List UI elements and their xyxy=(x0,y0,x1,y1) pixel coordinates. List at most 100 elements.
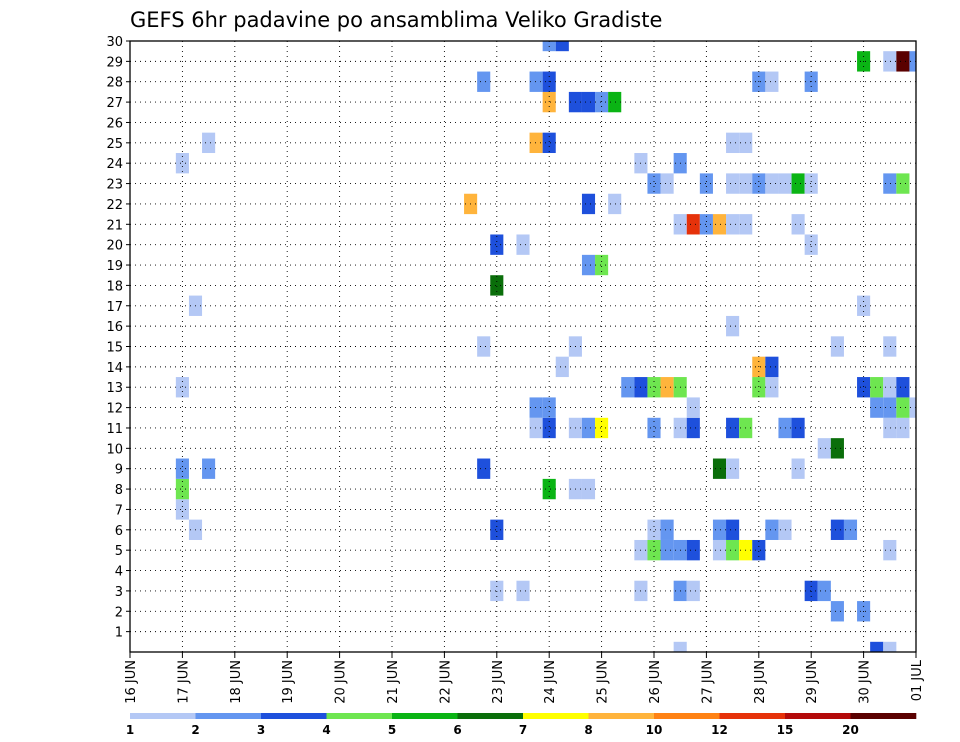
colorbar-swatch xyxy=(457,713,524,719)
precip-cell xyxy=(726,315,740,337)
precip-cell xyxy=(490,519,504,540)
colorbar-swatch xyxy=(654,713,720,719)
y-tick-label: 2 xyxy=(115,605,123,620)
precip-cell xyxy=(726,173,740,194)
precip-cell xyxy=(765,356,779,378)
precip-cell xyxy=(686,580,700,602)
precip-cell xyxy=(883,377,897,398)
x-tick-label: 25 JUN xyxy=(596,660,611,704)
precip-cell xyxy=(686,397,700,418)
precip-cell xyxy=(883,417,897,439)
colorbar-label: 2 xyxy=(191,723,199,737)
x-tick-label: 24 JUN xyxy=(543,660,558,704)
y-tick-label: 26 xyxy=(106,116,123,131)
precip-cell xyxy=(752,173,766,194)
x-tick-label: 22 JUN xyxy=(438,660,453,704)
y-tick-label: 20 xyxy=(106,239,123,254)
y-tick-label: 18 xyxy=(106,279,123,294)
y-tick-label: 30 xyxy=(106,35,123,50)
chart-title: GEFS 6hr padavine po ansamblima Veliko G… xyxy=(130,8,662,32)
colorbar-swatch xyxy=(719,713,786,719)
precip-cell xyxy=(529,71,543,92)
precip-cell xyxy=(896,417,910,439)
precip-cell xyxy=(830,336,844,357)
precip-cell xyxy=(712,214,727,235)
precip-cell xyxy=(765,519,779,540)
precip-cell xyxy=(883,173,897,194)
precip-cell xyxy=(595,417,609,439)
precip-cell xyxy=(883,397,897,418)
y-tick-label: 21 xyxy=(106,218,123,233)
precip-cell xyxy=(581,478,596,500)
plot-frame xyxy=(129,40,917,653)
precip-cell xyxy=(791,417,805,439)
precip-cell xyxy=(883,641,897,652)
x-tick-label: 29 JUN xyxy=(805,660,820,704)
colorbar-label: 1 xyxy=(126,723,134,737)
colorbar-swatch xyxy=(195,713,262,719)
precip-cell xyxy=(477,336,491,357)
y-tick-label: 9 xyxy=(115,463,123,478)
precip-cell xyxy=(542,132,556,154)
y-tick-label: 5 xyxy=(115,544,123,559)
y-tick-label: 13 xyxy=(106,381,123,396)
precip-cell xyxy=(791,173,805,194)
precip-cell xyxy=(699,214,713,235)
colorbar-swatch xyxy=(850,713,917,719)
y-tick-label: 25 xyxy=(106,137,123,152)
precip-cell xyxy=(647,519,661,540)
precip-cell xyxy=(857,295,871,316)
precip-cell xyxy=(686,417,700,439)
precip-cell xyxy=(870,377,884,398)
x-tick-label: 23 JUN xyxy=(491,660,506,704)
precip-cell xyxy=(202,458,216,479)
precip-cell xyxy=(712,539,727,561)
y-tick-label: 16 xyxy=(106,320,123,335)
precip-cell xyxy=(529,397,543,418)
colorbar-label: 5 xyxy=(388,723,396,737)
precip-cell xyxy=(595,91,609,113)
precip-cell xyxy=(581,254,596,276)
precip-cell xyxy=(647,417,661,439)
precip-cell xyxy=(647,173,661,194)
precip-cell xyxy=(804,173,818,194)
precip-cell xyxy=(712,458,727,479)
colorbar-swatch xyxy=(523,713,589,719)
precip-cell xyxy=(896,173,910,194)
precip-cell xyxy=(686,214,700,235)
precip-cell xyxy=(726,519,740,540)
colorbar-label: 15 xyxy=(777,723,794,737)
precip-cell xyxy=(896,51,910,72)
x-tick-label: 26 JUN xyxy=(648,660,663,704)
precip-cell xyxy=(830,519,844,540)
x-tick-label: 19 JUN xyxy=(281,660,296,704)
precip-cell xyxy=(175,458,189,479)
precip-cell xyxy=(608,193,622,215)
precip-cell xyxy=(490,234,504,255)
precip-cell xyxy=(555,356,569,378)
precip-cell xyxy=(909,397,916,418)
precip-cell xyxy=(896,397,910,418)
precip-cell xyxy=(765,71,779,92)
y-tick-label: 28 xyxy=(106,76,123,91)
precip-cell xyxy=(660,519,674,540)
y-tick-label: 23 xyxy=(106,178,123,193)
y-axis: 1234567891011121314151617181920212223242… xyxy=(106,35,130,641)
precip-cell xyxy=(896,377,910,398)
precip-cell xyxy=(542,91,556,113)
x-tick-label: 01 JUL xyxy=(910,659,925,701)
y-tick-label: 19 xyxy=(106,259,123,274)
precip-cell xyxy=(647,539,661,561)
precip-cell xyxy=(660,173,674,194)
precip-cell xyxy=(686,539,700,561)
precip-cell xyxy=(529,417,543,439)
precip-cell xyxy=(490,275,504,296)
precip-cell xyxy=(791,214,805,235)
precip-cell xyxy=(621,377,635,398)
precip-cell xyxy=(923,642,936,662)
colorbar-swatch xyxy=(130,713,196,719)
precip-cell xyxy=(726,132,740,154)
y-tick-label: 1 xyxy=(115,626,123,641)
y-tick-label: 6 xyxy=(115,524,123,539)
y-tick-label: 3 xyxy=(115,585,123,600)
